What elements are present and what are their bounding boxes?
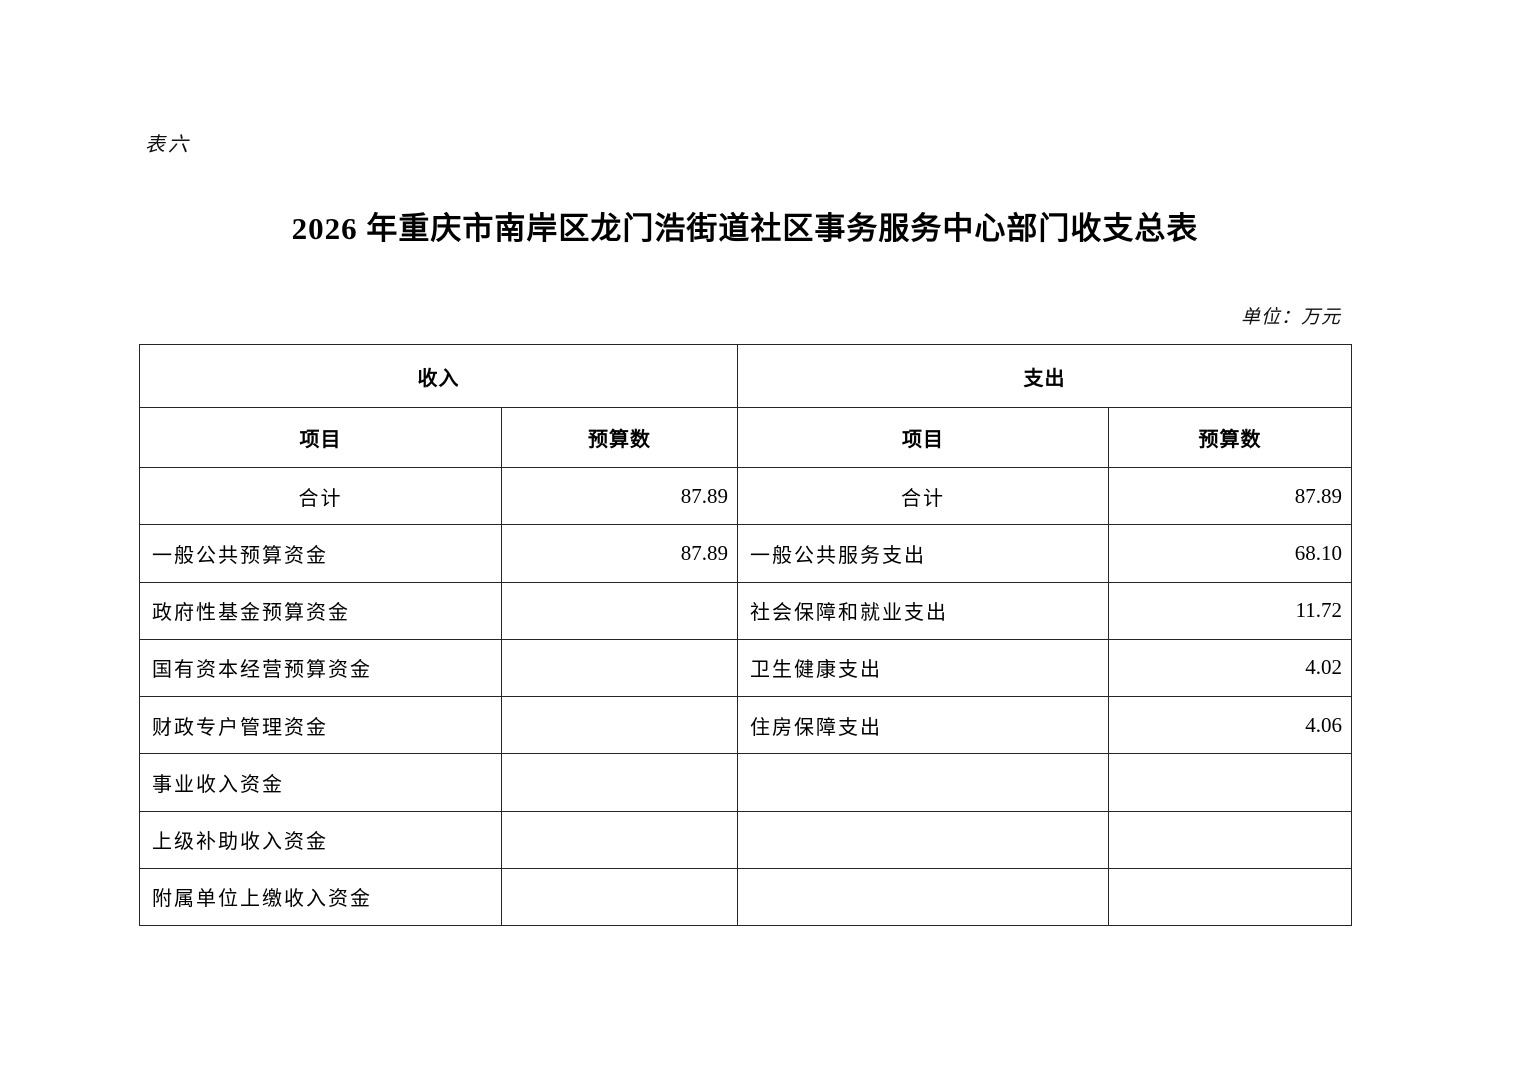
expense-item-cell: 一般公共服务支出 (737, 524, 1109, 583)
table-row: 上级补助收入资金 (139, 810, 1352, 869)
expense-budget-cell (1108, 867, 1352, 927)
table-row: 附属单位上缴收入资金 (139, 867, 1352, 927)
table-row: 一般公共预算资金 87.89 一般公共服务支出 68.10 (139, 524, 1352, 583)
income-section-header: 收入 (139, 344, 738, 408)
income-budget-header: 预算数 (501, 407, 738, 468)
expense-item-cell (737, 867, 1109, 927)
income-budget-cell (501, 810, 738, 869)
income-item-cell: 附属单位上缴收入资金 (139, 867, 502, 927)
expense-item-cell: 卫生健康支出 (737, 638, 1109, 698)
expense-budget-cell (1108, 753, 1352, 812)
expense-budget-cell: 4.02 (1108, 638, 1352, 698)
expense-item-cell: 社会保障和就业支出 (737, 581, 1109, 640)
column-header-row: 项目 预算数 项目 预算数 (139, 407, 1352, 468)
income-budget-cell: 87.89 (501, 524, 738, 583)
income-item-cell: 政府性基金预算资金 (139, 581, 502, 640)
budget-summary-table: 收入 支出 项目 预算数 项目 预算数 合计 87.89 合计 87.89 一般… (139, 344, 1352, 927)
expense-section-header: 支出 (737, 344, 1352, 408)
table-number-label: 表六 (145, 132, 191, 156)
expense-item-header: 项目 (737, 407, 1109, 468)
expense-item-cell (737, 810, 1109, 869)
expense-item-cell: 住房保障支出 (737, 695, 1109, 755)
income-budget-cell (501, 638, 738, 698)
income-item-cell: 合计 (139, 466, 502, 526)
income-budget-cell (501, 867, 738, 927)
expense-budget-cell: 87.89 (1108, 466, 1352, 526)
income-item-cell: 财政专户管理资金 (139, 695, 502, 755)
expense-budget-cell: 68.10 (1108, 524, 1352, 583)
expense-budget-cell: 4.06 (1108, 695, 1352, 755)
table-row-total: 合计 87.89 合计 87.89 (139, 466, 1352, 526)
income-budget-cell: 87.89 (501, 466, 738, 526)
expense-budget-cell (1108, 810, 1352, 869)
expense-budget-cell: 11.72 (1108, 581, 1352, 640)
expense-item-cell: 合计 (737, 466, 1109, 526)
income-budget-cell (501, 581, 738, 640)
income-item-cell: 上级补助收入资金 (139, 810, 502, 869)
page-title: 2026 年重庆市南岸区龙门浩街道社区事务服务中心部门收支总表 (291, 211, 1199, 246)
income-item-cell: 事业收入资金 (139, 753, 502, 812)
income-budget-cell (501, 695, 738, 755)
table-row: 国有资本经营预算资金 卫生健康支出 4.02 (139, 638, 1352, 698)
expense-item-cell (737, 753, 1109, 812)
unit-note: 单位：万元 (1240, 306, 1341, 328)
section-header-row: 收入 支出 (139, 344, 1352, 408)
expense-budget-header: 预算数 (1108, 407, 1352, 468)
table-row: 事业收入资金 (139, 753, 1352, 812)
table-row: 政府性基金预算资金 社会保障和就业支出 11.72 (139, 581, 1352, 640)
income-item-header: 项目 (139, 407, 502, 468)
table-row: 财政专户管理资金 住房保障支出 4.06 (139, 695, 1352, 755)
income-item-cell: 一般公共预算资金 (139, 524, 502, 583)
income-budget-cell (501, 753, 738, 812)
income-item-cell: 国有资本经营预算资金 (139, 638, 502, 698)
